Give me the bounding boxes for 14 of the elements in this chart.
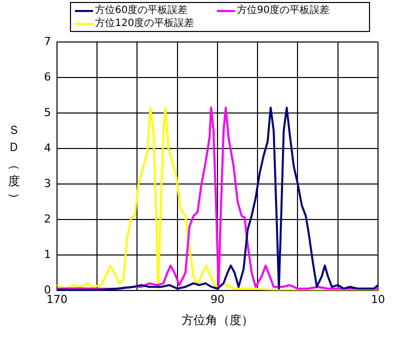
y-axis-title: ＳＤ（度） (6, 122, 22, 206)
x-axis-title: 方位角（度） (182, 312, 254, 327)
y-tick-label: 5 (44, 106, 51, 119)
y-tick-label: 1 (44, 248, 51, 261)
y-tick-label: 4 (44, 141, 51, 154)
y-tick-label: 7 (44, 34, 51, 48)
x-tick-label: 90 (210, 292, 224, 306)
legend-label: 方位90度の平板誤差 (237, 4, 330, 17)
legend-label: 方位60度の平板誤差 (95, 4, 188, 17)
legend-label: 方位120度の平板誤差 (95, 17, 194, 30)
y-tick-label: 6 (44, 70, 51, 84)
x-tick-label: 10 (371, 292, 385, 306)
y-tick-label: 2 (44, 212, 51, 226)
y-tick-label: 3 (44, 176, 51, 190)
